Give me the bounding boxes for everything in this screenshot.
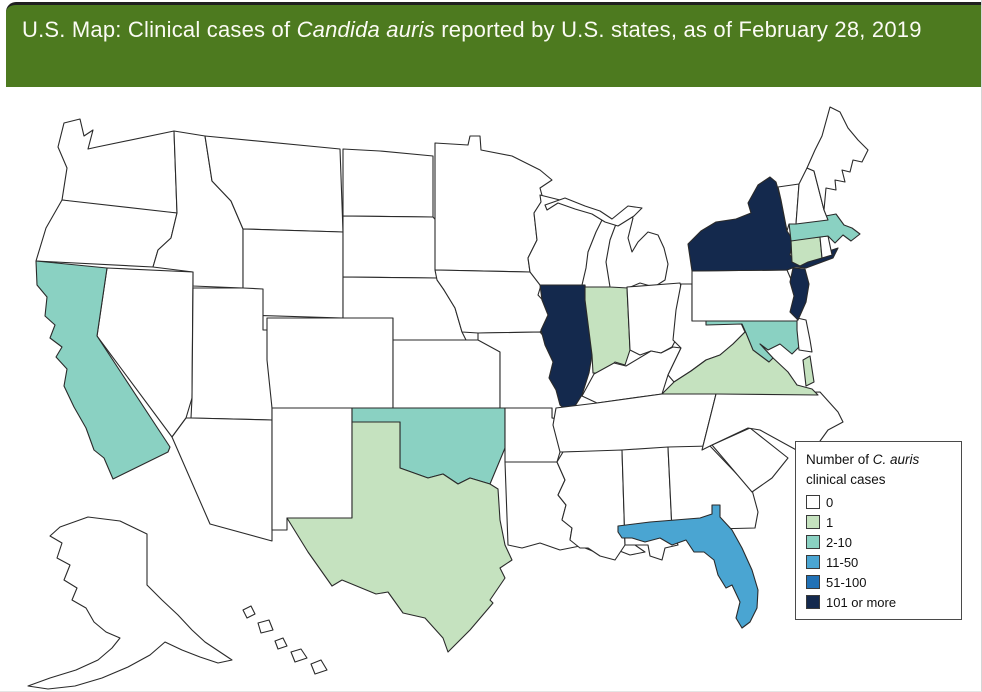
state-TX: [286, 421, 513, 653]
state-VA-eastern-shore: [802, 355, 815, 387]
legend-label-0: 0: [826, 494, 834, 510]
legend-title: Number of C. auris clinical cases: [806, 450, 951, 489]
state-AZ: [171, 417, 273, 542]
legend-label-5: 101 or more: [826, 594, 897, 610]
legend-swatch-3: [806, 555, 820, 570]
legend-title-text: Number of: [806, 452, 873, 467]
legend-item-2: 2-10: [806, 534, 951, 550]
legend-title-italic: C. auris: [872, 452, 920, 467]
legend-item-4: 51-100: [806, 574, 951, 590]
legend-label-4: 51-100: [826, 574, 867, 590]
state-RI: [819, 235, 833, 259]
map-legend: Number of C. auris clinical cases 0 1 2-1…: [795, 441, 962, 621]
state-SD: [342, 215, 442, 279]
legend-item-0: 0: [806, 494, 951, 510]
state-VA: [661, 331, 819, 396]
legend-label-1: 1: [826, 514, 834, 530]
page-title: U.S. Map: Clinical cases of Candida auri…: [22, 15, 958, 45]
legend-label-2: 2-10: [826, 534, 853, 550]
legend-item-1: 1: [806, 514, 951, 530]
legend-swatch-2: [806, 535, 820, 550]
legend-label-3: 11-50: [826, 554, 859, 570]
state-IL: [539, 284, 593, 415]
state-FL: [617, 504, 759, 629]
state-ND: [342, 148, 434, 218]
legend-item-5: 101 or more: [806, 594, 951, 610]
state-MD: [705, 320, 800, 363]
state-WA: [57, 118, 178, 214]
page-title-italic: Candida auris: [296, 17, 435, 42]
state-CO: [266, 317, 394, 409]
state-UT: [190, 287, 273, 421]
state-PA: [691, 269, 804, 322]
state-HI-island-3: [274, 637, 288, 650]
page-title-text: U.S. Map: Clinical cases of: [22, 17, 297, 42]
us-map-svg: [27, 106, 869, 690]
state-HI-island-5: [310, 659, 328, 675]
state-NM: [271, 407, 353, 531]
state-SC: [711, 427, 789, 493]
state-NJ: [789, 267, 810, 321]
state-MS: [556, 449, 626, 561]
us-map: Number of C. auris clinical cases 0 1 2-1…: [0, 87, 981, 691]
legend-swatch-5: [806, 595, 820, 610]
state-MI-upper: [544, 197, 643, 227]
title-bar: U.S. Map: Clinical cases of Candida auri…: [6, 2, 981, 87]
legend-swatch-1: [806, 515, 820, 530]
legend-swatch-4: [806, 575, 820, 590]
state-HI-island-2: [257, 619, 274, 634]
legend-swatch-0: [806, 495, 820, 510]
state-KS: [392, 339, 501, 409]
states-group: [27, 106, 869, 690]
page-title-suffix: reported by U.S. states, as of February …: [434, 17, 922, 42]
state-CA: [35, 260, 171, 480]
state-IN: [584, 286, 631, 374]
state-HI-island-4: [290, 648, 308, 663]
state-HI-island-1: [242, 605, 256, 619]
state-DE: [796, 317, 813, 353]
state-AK: [27, 516, 233, 690]
legend-title-line2: clinical cases: [806, 471, 886, 487]
state-ME: [806, 106, 869, 211]
legend-item-3: 11-50: [806, 554, 951, 570]
